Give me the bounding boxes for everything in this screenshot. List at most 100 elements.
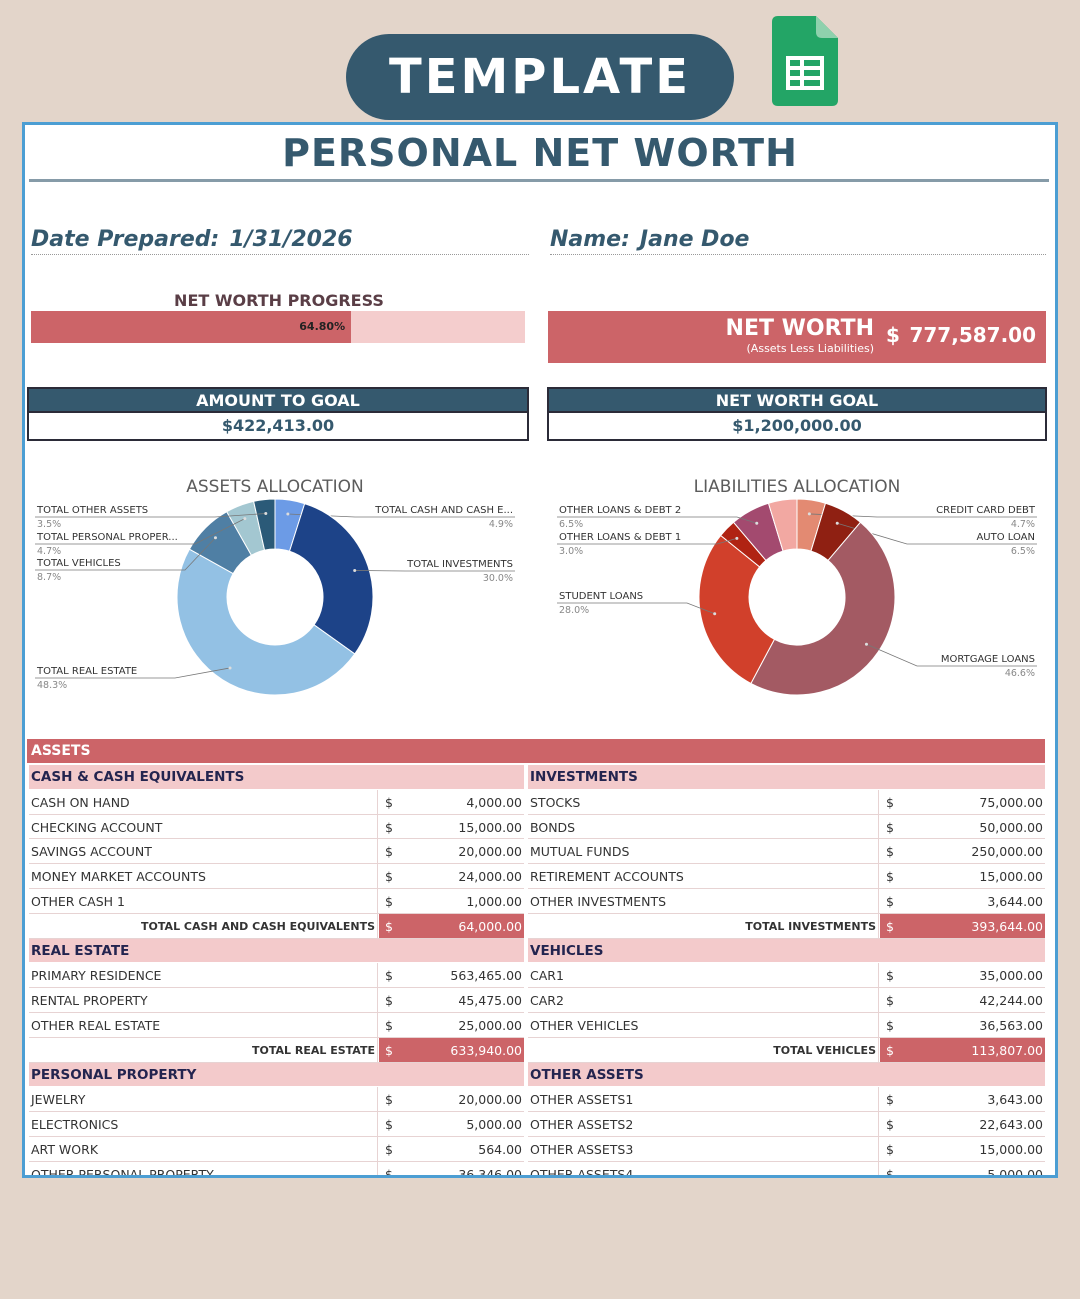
slice-percent: 48.3% <box>37 680 67 691</box>
row-label: ELECTRONICS <box>31 1117 119 1133</box>
amount-cell[interactable]: 3,644.00 <box>987 893 1043 909</box>
column-divider <box>878 839 879 864</box>
leader-dot <box>243 517 247 521</box>
amount-cell[interactable]: 45,475.00 <box>458 993 522 1009</box>
table-row[interactable]: RETIREMENT ACCOUNTS $15,000.00 <box>528 864 1045 889</box>
table-row[interactable]: OTHER VEHICLES $36,563.00 <box>528 1012 1045 1038</box>
amount-cell[interactable]: 5,000.00 <box>466 1117 522 1133</box>
table-row[interactable]: ART WORK $564.00 <box>29 1136 524 1162</box>
table-row[interactable]: STOCKS $75,000.00 <box>528 789 1045 815</box>
slice-label: TOTAL INVESTMENTS <box>406 559 513 570</box>
column-divider <box>377 1112 378 1136</box>
table-row[interactable]: PRIMARY RESIDENCE $563,465.00 <box>29 963 524 989</box>
table-row[interactable]: OTHER ASSETS1 $3,643.00 <box>528 1087 1045 1113</box>
table-row[interactable]: MONEY MARKET ACCOUNTS $24,000.00 <box>29 864 524 889</box>
table-row[interactable]: ELECTRONICS $5,000.00 <box>29 1112 524 1137</box>
amount-cell[interactable]: 15,000.00 <box>979 869 1043 885</box>
slice-percent: 3.0% <box>559 546 583 557</box>
section-header: CASH & CASH EQUIVALENTS <box>29 765 524 790</box>
currency-symbol: $ <box>385 968 393 984</box>
table-row[interactable]: OTHER ASSETS4 $5,000.00 <box>528 1161 1045 1178</box>
amount-cell[interactable]: 15,000.00 <box>979 1141 1043 1157</box>
donut-slice[interactable] <box>253 498 276 551</box>
assets-donut-chart[interactable]: TOTAL CASH AND CASH E... 4.9% TOTAL INVEST… <box>25 497 525 727</box>
amount-cell[interactable]: 25,000.00 <box>458 1017 522 1033</box>
table-row[interactable]: CASH ON HAND $4,000.00 <box>29 789 524 815</box>
amount-cell[interactable]: 563,465.00 <box>450 968 522 984</box>
column-divider <box>878 1161 879 1175</box>
liabilities-donut-chart[interactable]: CREDIT CARD DEBT 4.7% AUTO LOAN 6.5% MORTGAG… <box>547 497 1047 727</box>
amount-cell[interactable]: 22,643.00 <box>979 1117 1043 1133</box>
currency-symbol: $ <box>886 1042 894 1058</box>
leader-dot <box>755 521 759 525</box>
slice-percent: 4.9% <box>489 519 513 530</box>
column-divider <box>878 1087 879 1112</box>
row-label: OTHER VEHICLES <box>530 1017 639 1033</box>
row-label: STOCKS <box>530 794 581 810</box>
progress-label: NET WORTH PROGRESS <box>174 291 384 310</box>
net-worth-box: NET WORTH (Assets Less Liabilities) $ 77… <box>548 311 1046 363</box>
assets-chart-title: ASSETS ALLOCATION <box>186 477 364 497</box>
table-row[interactable]: RENTAL PROPERTY $45,475.00 <box>29 988 524 1013</box>
donut-slice[interactable] <box>176 548 356 696</box>
donut-slice[interactable] <box>288 502 374 655</box>
table-row[interactable]: OTHER INVESTMENTS $3,644.00 <box>528 888 1045 914</box>
assets-table-left: CASH & CASH EQUIVALENTS CASH ON HAND $4,00… <box>29 765 524 1178</box>
table-row[interactable]: CAR1 $35,000.00 <box>528 963 1045 989</box>
row-label: JEWELRY <box>31 1092 86 1108</box>
amount-cell[interactable]: 4,000.00 <box>466 794 522 810</box>
net-worth-goal-box: NET WORTH GOAL $1,200,000.00 <box>547 387 1047 441</box>
amount-cell[interactable]: 20,000.00 <box>458 844 522 860</box>
amount-cell[interactable]: 20,000.00 <box>458 1092 522 1108</box>
table-row[interactable]: OTHER ASSETS3 $15,000.00 <box>528 1136 1045 1162</box>
table-row[interactable]: OTHER PERSONAL PROPERTY $36,346.00 <box>29 1161 524 1178</box>
amount-cell[interactable]: 250,000.00 <box>971 844 1043 860</box>
amount-cell[interactable]: 75,000.00 <box>979 794 1043 810</box>
amount-cell[interactable]: 24,000.00 <box>458 869 522 885</box>
amount-cell[interactable]: 35,000.00 <box>979 968 1043 984</box>
column-divider <box>878 1037 879 1062</box>
column-divider <box>878 963 879 988</box>
table-row[interactable]: OTHER REAL ESTATE $25,000.00 <box>29 1012 524 1038</box>
row-label: RETIREMENT ACCOUNTS <box>530 869 684 885</box>
table-row[interactable]: JEWELRY $20,000.00 <box>29 1087 524 1113</box>
table-row[interactable]: CHECKING ACCOUNT $15,000.00 <box>29 814 524 840</box>
amount-cell[interactable]: 36,563.00 <box>979 1017 1043 1033</box>
date-prepared[interactable]: Date Prepared: 1/31/2026 <box>31 227 529 255</box>
currency-symbol: $ <box>385 819 393 835</box>
column-divider <box>377 864 378 888</box>
table-row[interactable]: MUTUAL FUNDS $250,000.00 <box>528 839 1045 865</box>
amount-cell[interactable]: 42,244.00 <box>979 993 1043 1009</box>
donut-slice[interactable] <box>698 534 776 685</box>
amount-cell[interactable]: 5,000.00 <box>987 1166 1043 1178</box>
table-row[interactable]: SAVINGS ACCOUNT $20,000.00 <box>29 839 524 865</box>
currency-symbol: $ <box>385 1117 393 1133</box>
net-worth-value[interactable]: 777,587.00 <box>909 323 1036 347</box>
amount-to-goal-label: AMOUNT TO GOAL <box>29 389 527 413</box>
amount-to-goal-value[interactable]: $422,413.00 <box>221 416 335 435</box>
leader-line <box>35 513 266 518</box>
currency-symbol: $ <box>385 993 393 1009</box>
amount-cell[interactable]: 36,346.00 <box>458 1166 522 1178</box>
column-divider <box>878 913 879 938</box>
net-worth-goal-value[interactable]: $1,200,000.00 <box>732 416 862 435</box>
slice-percent: 3.5% <box>37 519 61 530</box>
table-row[interactable]: OTHER CASH 1 $1,000.00 <box>29 888 524 914</box>
table-row[interactable]: CAR2 $42,244.00 <box>528 988 1045 1013</box>
column-divider <box>878 864 879 888</box>
amount-cell[interactable]: 50,000.00 <box>979 819 1043 835</box>
row-label: CAR2 <box>530 993 564 1009</box>
amount-cell[interactable]: 15,000.00 <box>458 819 522 835</box>
donut-slice[interactable] <box>767 498 798 552</box>
name-field[interactable]: Name: Jane Doe <box>550 227 1046 255</box>
leader-dot <box>807 512 811 516</box>
donut-slice[interactable] <box>750 521 896 696</box>
amount-cell[interactable]: 1,000.00 <box>466 893 522 909</box>
table-row[interactable]: OTHER ASSETS2 $22,643.00 <box>528 1112 1045 1137</box>
column-divider <box>377 1012 378 1037</box>
table-row[interactable]: BONDS $50,000.00 <box>528 814 1045 840</box>
column-divider <box>377 1037 378 1062</box>
slice-percent: 28.0% <box>559 605 589 616</box>
amount-cell[interactable]: 3,643.00 <box>987 1092 1043 1108</box>
amount-cell[interactable]: 564.00 <box>478 1141 522 1157</box>
